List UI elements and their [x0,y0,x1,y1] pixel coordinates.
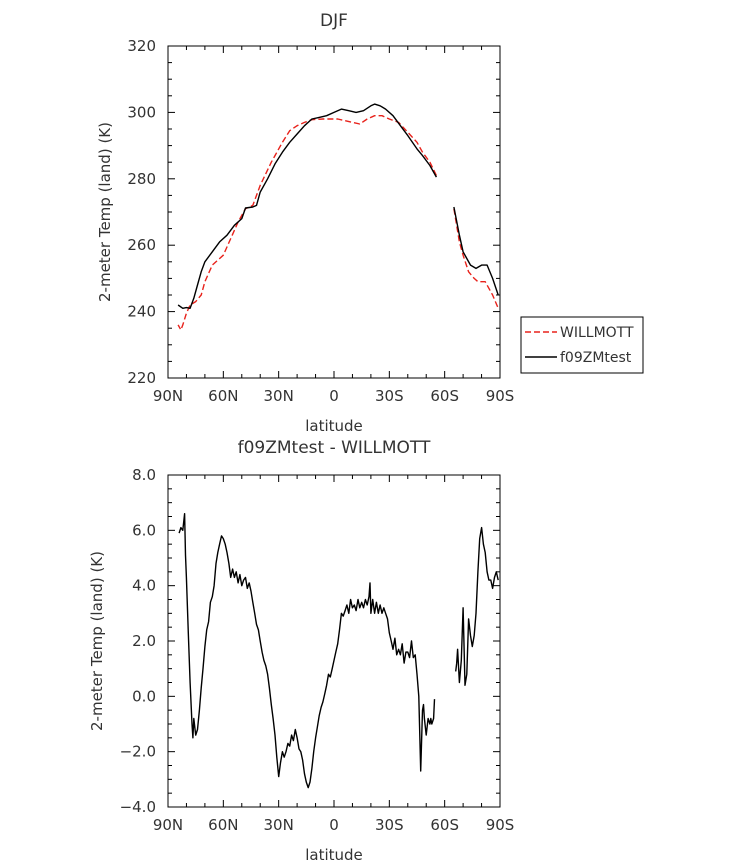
difference-y-tick-label: 4.0 [132,577,156,595]
temperature-x-axis-label: latitude [305,417,363,435]
series-line-f09zmtest-willmott-2 [455,526,499,686]
temperature-y-tick-label: 240 [127,303,156,321]
temperature-panel: DJF 2-meter Temp (land) (K) latitude 90N… [96,11,644,435]
temperature-y-tick-label: 220 [127,369,156,387]
temperature-plot-area: 90N 60N 30N 0 30S 60S 90S 220 240 260 280 300 320 [127,37,514,405]
difference-series [178,513,499,789]
series-line-f09zmtest-1 [177,103,438,309]
temperature-x-tick-label: 30S [375,387,404,405]
series-line-f09zmtest-2 [453,206,499,296]
temperature-y-tick-label: 260 [127,236,156,254]
difference-panel: f09ZMtest - WILLMOTT 2-meter Temp (land)… [88,438,514,864]
temperature-chart-title: DJF [320,11,348,31]
temperature-plot-frame [167,45,501,379]
temperature-x-tick-label: 60S [430,387,459,405]
difference-y-tick-label: −2.0 [120,743,156,761]
temperature-y-axis-label: 2-meter Temp (land) (K) [96,122,114,302]
difference-y-tick-label: 0.0 [132,687,156,705]
difference-plot-frame [167,474,501,808]
difference-y-tick-label: 6.0 [132,521,156,539]
difference-x-axis-label: latitude [305,846,363,864]
legend-label-f09zmtest: f09ZMtest [560,350,632,366]
temperature-y-tick-label: 320 [127,37,156,55]
series-line-willmott-2 [453,208,499,309]
temperature-y-tick-label: 300 [127,103,156,121]
difference-x-tick-label: 60S [430,816,459,834]
difference-y-tick-label: 8.0 [132,466,156,484]
legend: WILLMOTT f09ZMtest [520,316,644,374]
temperature-x-tick-label: 60N [208,387,238,405]
difference-y-tick-label: −4.0 [120,798,156,816]
temperature-x-tick-label: 0 [329,387,339,405]
temperature-x-tick-label: 90N [153,387,183,405]
temperature-series [177,103,499,331]
series-line-f09zmtest-willmott-1 [178,513,436,789]
temperature-x-tick-label: 90S [486,387,515,405]
legend-label-willmott: WILLMOTT [560,325,634,341]
difference-y-axis-label: 2-meter Temp (land) (K) [88,551,106,731]
difference-x-tick-label: 60N [208,816,238,834]
difference-y-tick-label: 2.0 [132,632,156,650]
difference-x-tick-label: 30N [264,816,294,834]
difference-x-tick-label: 90S [486,816,515,834]
temperature-y-tick-label: 280 [127,170,156,188]
series-line-willmott-1 [177,115,438,331]
legend-box [520,316,644,374]
difference-plot-area: 90N 60N 30N 0 30S 60S 90S −4.0 −2.0 0.0 2.0 4.0 6.0 8… [120,466,515,834]
difference-chart-title: f09ZMtest - WILLMOTT [238,438,431,458]
difference-x-tick-label: 0 [329,816,339,834]
temperature-x-tick-label: 30N [264,387,294,405]
difference-x-tick-label: 30S [375,816,404,834]
difference-x-tick-label: 90N [153,816,183,834]
